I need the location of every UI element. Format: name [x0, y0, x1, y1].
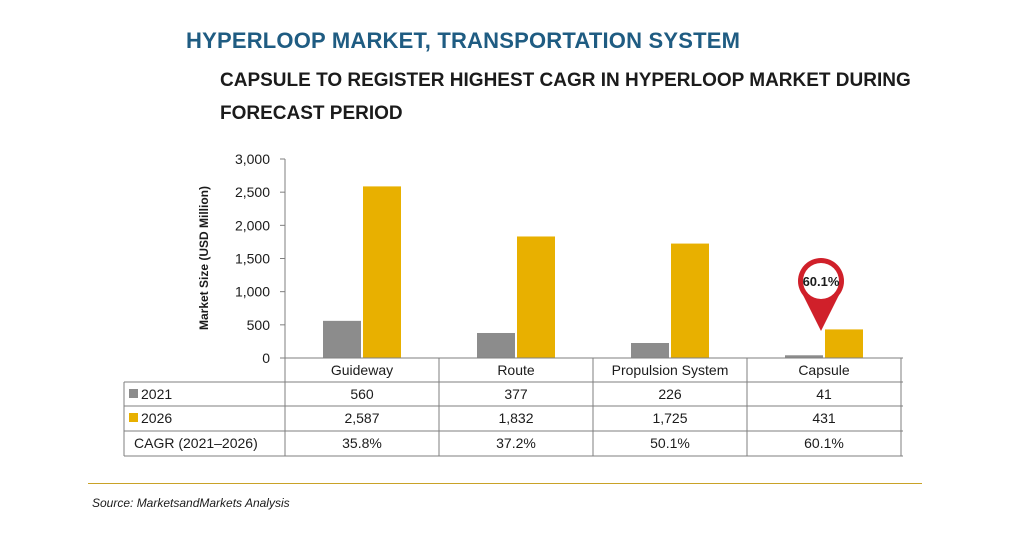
footer-divider — [88, 483, 922, 484]
bar-2021 — [323, 320, 361, 358]
callout-pin-face — [803, 263, 839, 299]
y-tick-label: 2,000 — [235, 217, 270, 233]
data-label-2021: 226 — [658, 386, 682, 402]
chart-subtitle-line-2: FORECAST PERIOD — [220, 103, 403, 124]
bar-2026 — [825, 329, 863, 358]
bar-2026 — [363, 186, 401, 358]
chart-title: HYPERLOOP MARKET, TRANSPORTATION SYSTEM — [186, 28, 741, 53]
source-note: Source: MarketsandMarkets Analysis — [92, 496, 290, 510]
bar-2026 — [671, 243, 709, 358]
cagr-value: 60.1% — [804, 435, 844, 451]
y-tick-label: 1,000 — [235, 284, 270, 300]
y-tick-label: 3,000 — [235, 151, 270, 167]
x-category-label: Guideway — [331, 362, 393, 378]
x-category-label: Capsule — [798, 362, 850, 378]
cagr-value: 50.1% — [650, 435, 690, 451]
data-label-2026: 431 — [812, 410, 836, 426]
x-category-label: Route — [497, 362, 535, 378]
data-label-2021: 41 — [816, 386, 832, 402]
data-label-2026: 1,832 — [498, 410, 533, 426]
legend-swatch-2021 — [129, 389, 138, 398]
callout-pin-tail — [803, 295, 839, 331]
bar-2021 — [631, 343, 669, 358]
bar-chart-with-data-table: 0 500 1,000 1,500 2,000 2,500 3,000 Guideway Ro… — [123, 151, 903, 457]
callout-label: 60.1% — [803, 274, 840, 289]
data-label-2026: 2,587 — [344, 410, 379, 426]
bar-2021 — [785, 355, 823, 358]
x-category-label: Propulsion System — [612, 362, 729, 378]
legend-swatch-2026 — [129, 413, 138, 422]
legend-label-2026: 2026 — [141, 410, 172, 426]
y-tick-label: 1,500 — [235, 251, 270, 267]
cagr-row-label: CAGR (2021–2026) — [134, 435, 258, 451]
chart-subtitle-line-1: CAPSULE TO REGISTER HIGHEST CAGR IN HYPE… — [220, 70, 911, 91]
y-axis-label: Market Size (USD Million) — [197, 186, 211, 330]
legend-label-2021: 2021 — [141, 386, 172, 402]
cagr-value: 37.2% — [496, 435, 536, 451]
bar-2026 — [517, 236, 555, 358]
cagr-value: 35.8% — [342, 435, 382, 451]
y-tick-label: 500 — [247, 317, 271, 333]
bar-2021 — [477, 332, 515, 358]
data-label-2021: 560 — [350, 386, 374, 402]
y-tick-label: 0 — [262, 350, 270, 366]
y-tick-label: 2,500 — [235, 184, 270, 200]
data-label-2021: 377 — [504, 386, 528, 402]
data-label-2026: 1,725 — [652, 410, 687, 426]
